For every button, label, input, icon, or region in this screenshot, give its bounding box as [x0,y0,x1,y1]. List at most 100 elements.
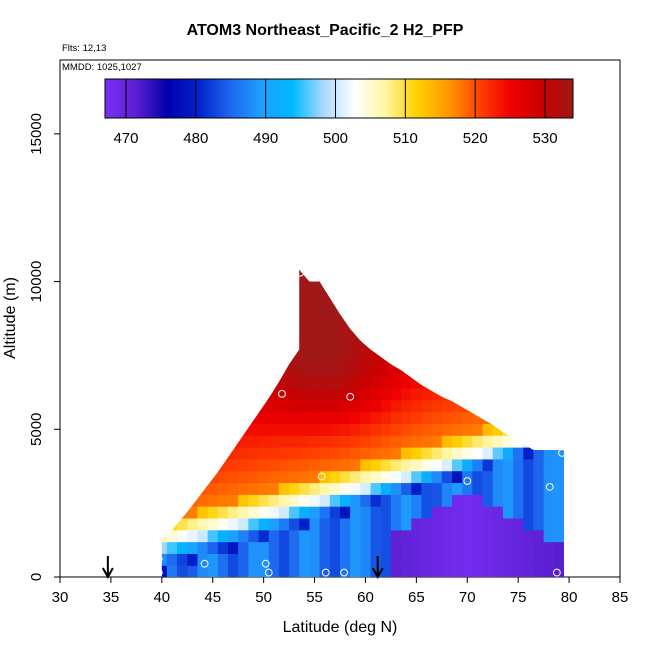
heat-cell [166,387,178,401]
heat-cell [370,411,382,424]
heat-cell [299,506,311,519]
heat-cell [431,293,443,306]
heat-cell [161,458,168,472]
heat-cell [360,411,372,424]
heat-cell [309,376,321,389]
heat-cell [482,423,494,436]
heat-cell [431,352,443,365]
heat-cell [187,458,199,472]
heat-cell [482,565,494,577]
colorbar-tick-label: 520 [463,130,488,147]
heat-cell [177,529,188,543]
heat-cell [350,529,361,543]
heat-cell [238,423,249,436]
heat-cell [289,269,300,271]
heat-cell [452,506,463,519]
heat-cell [319,269,331,271]
heat-cell [401,399,412,413]
heat-cell [248,565,260,577]
heat-cell [513,494,524,507]
heat-cell [564,423,575,435]
heat-cell [431,376,443,389]
x-tick-label: 60 [357,589,374,606]
heat-cell [289,293,300,306]
heat-cell [187,293,199,306]
heat-cell [553,293,564,306]
heat-cell [258,352,270,365]
heat-cell [197,470,209,484]
heat-cell [553,470,564,484]
heat-cell [278,328,290,342]
heat-cell [482,517,494,531]
heat-cell [289,482,300,495]
heat-cell [431,447,443,460]
heat-cell [431,565,443,577]
heat-cell [350,447,361,460]
sample-point [321,568,330,577]
heat-cell [319,364,331,377]
heat-cell [299,411,311,424]
heat-cell [166,447,178,460]
heat-cell [187,517,199,531]
heat-cell [553,482,564,495]
heat-cell [401,458,412,472]
heat-cell [329,340,341,354]
heat-cell [390,305,402,318]
heat-cell [268,411,280,424]
heat-cell [166,482,178,495]
heat-cell [411,423,423,436]
heat-cell [564,459,575,471]
heat-cell [197,529,209,543]
heat-cell [411,458,423,472]
heat-cell [441,364,453,377]
heat-cell [380,269,392,271]
heat-cell [350,470,361,484]
heat-cell [299,517,311,531]
heat-cell [472,494,484,507]
heat-cell [462,411,473,424]
heat-cell [161,269,168,271]
heat-cell [553,340,564,354]
heat-cell [340,423,351,436]
heat-cell [258,541,270,554]
heat-cell [278,494,290,507]
heat-cell [543,376,555,389]
heat-cell [238,352,249,365]
flight-marker-arrow [101,556,114,580]
heat-cell [187,364,199,377]
heat-cell [166,435,178,448]
sample-point [296,268,305,277]
heat-cell [431,494,443,507]
heat-cell [502,293,514,306]
heat-cell [553,458,564,472]
heat-cell [299,423,311,436]
heat-cell [380,387,392,401]
heat-cell [309,387,321,401]
heat-cell [207,529,219,543]
heat-cell [360,435,372,448]
heat-cell [472,364,484,377]
heat-cell [309,506,321,519]
heat-cell [350,281,361,294]
heat-cell [360,281,372,294]
heat-cell [278,269,290,283]
heat-cell [452,470,463,484]
heat-cell [177,317,188,330]
heat-cell [161,553,168,566]
heat-cell [431,423,443,436]
heat-cell [543,352,555,365]
sample-point [261,559,270,568]
heat-cell [502,565,514,577]
heat-cell [411,364,423,377]
heat-cell [340,541,351,554]
sample-point [200,559,209,568]
heat-cell [431,529,443,543]
colorbar-tick-label: 490 [253,130,278,147]
heat-cell [309,565,321,577]
heat-cell [207,399,219,413]
heat-cell [441,281,453,294]
heat-cell [248,340,260,354]
heat-cell [421,399,433,413]
heat-cell [523,387,535,401]
heat-cell [401,328,412,342]
